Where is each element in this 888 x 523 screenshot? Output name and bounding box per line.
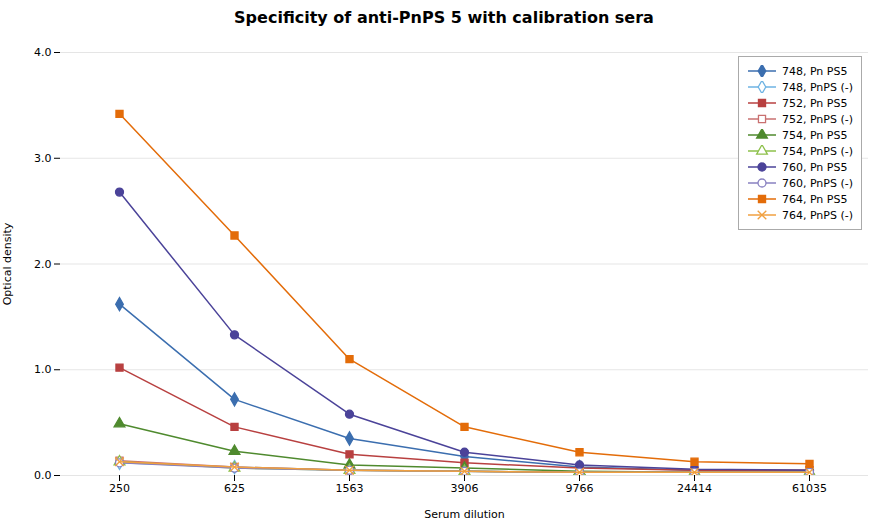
svg-text:3.0: 3.0 <box>34 152 52 165</box>
svg-text:1.0: 1.0 <box>34 363 52 376</box>
html-text:754, Pn PS5: 754, Pn PS5 <box>781 128 848 142</box>
svg-text:3906: 3906 <box>451 482 479 495</box>
svg-text:4.0: 4.0 <box>34 46 52 59</box>
html-text:764, PnPS (-): 764, PnPS (-) <box>781 208 853 222</box>
svg-text:Optical density: Optical density <box>1 222 14 305</box>
html-text:760, PnPS (-): 760, PnPS (-) <box>781 176 853 190</box>
svg-text:250: 250 <box>109 482 130 495</box>
svg-text:0.0: 0.0 <box>34 469 52 482</box>
svg-text:9766: 9766 <box>566 482 594 495</box>
html-text:Specificity of anti-PnPS 5 wit: Specificity of anti-PnPS 5 with calibrat… <box>234 8 654 27</box>
html-text:754, PnPS (-): 754, PnPS (-) <box>781 144 853 158</box>
svg-text:61035: 61035 <box>792 482 827 495</box>
html-text:748, Pn PS5: 748, Pn PS5 <box>781 64 848 78</box>
html-text:760, Pn PS5: 760, Pn PS5 <box>781 160 848 174</box>
html-text:752, PnPS (-): 752, PnPS (-) <box>781 112 853 126</box>
html-text:764, Pn PS5: 764, Pn PS5 <box>781 192 848 206</box>
svg-text:2.0: 2.0 <box>34 258 52 271</box>
svg-text:625: 625 <box>224 482 245 495</box>
svg-text:24414: 24414 <box>677 482 712 495</box>
html-text:748, PnPS (-): 748, PnPS (-) <box>781 80 853 94</box>
svg-text:1563: 1563 <box>336 482 364 495</box>
svg-text:Serum dilution: Serum dilution <box>424 508 505 521</box>
html-text:752, Pn PS5: 752, Pn PS5 <box>781 96 848 110</box>
